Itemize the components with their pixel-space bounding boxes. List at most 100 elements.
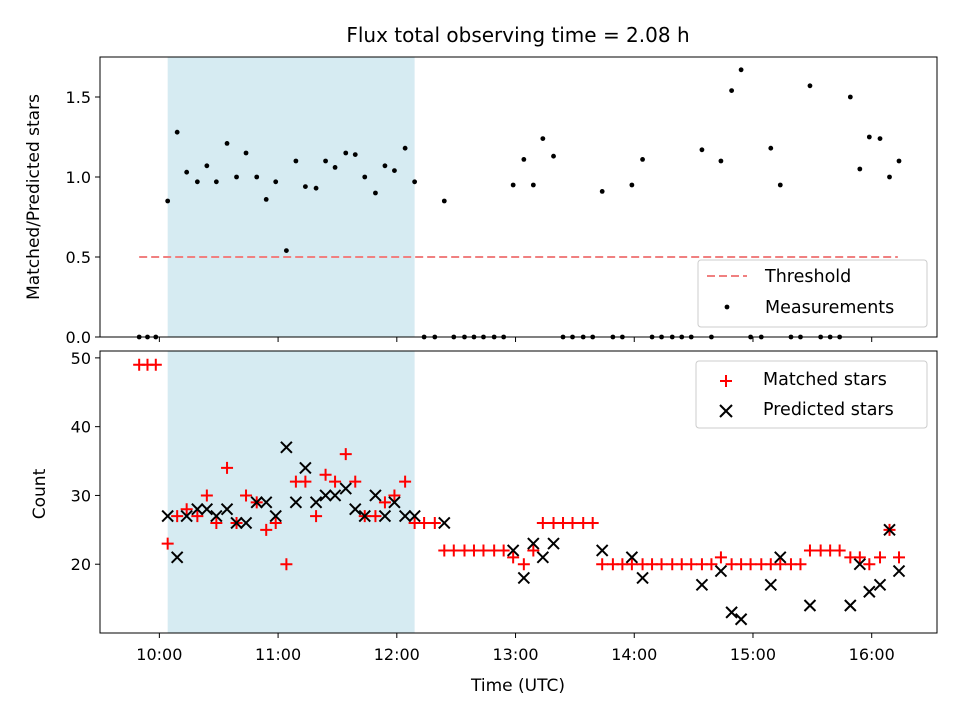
measurement-point xyxy=(194,179,200,185)
predicted-star-marker xyxy=(250,496,263,509)
matched-star-marker xyxy=(310,510,323,523)
matched-stars-points xyxy=(133,358,906,571)
measurement-point xyxy=(887,174,892,180)
x-tick-label: 16:00 xyxy=(849,645,895,664)
predicted-star-marker xyxy=(239,516,253,530)
measurement-point xyxy=(402,145,408,151)
predicted-star-marker xyxy=(200,502,214,516)
measurement-point xyxy=(263,197,269,202)
measurement-point xyxy=(213,179,219,185)
x-tick-label: 15:00 xyxy=(730,645,776,664)
measurement-point xyxy=(718,158,724,164)
matched-star-marker xyxy=(418,516,431,529)
predicted-star-marker xyxy=(161,509,174,523)
matched-star-marker xyxy=(536,516,549,529)
matched-star-marker xyxy=(794,558,807,571)
measurement-point xyxy=(807,83,813,89)
matched-star-marker xyxy=(566,516,579,529)
matched-star-marker xyxy=(399,475,412,488)
matched-star-marker xyxy=(507,551,520,564)
matched-star-marker xyxy=(853,551,866,564)
legend-matched-swatch xyxy=(720,375,732,387)
x-tick-label: 14:00 xyxy=(611,645,657,664)
legend-measurements-swatch xyxy=(724,304,730,310)
measurement-point xyxy=(343,150,349,156)
measurement-point xyxy=(302,184,308,190)
measurement-point xyxy=(877,136,883,142)
measurement-point xyxy=(234,174,239,180)
x-tick-label: 10:00 xyxy=(136,645,182,664)
count-y-tick-label: 20 xyxy=(71,555,91,574)
measurement-point xyxy=(243,150,249,156)
count-x-ticks: 10:00 11:00 12:00 13:00 14:00 15:00 16:00 xyxy=(136,633,895,664)
x-tick-label: 11:00 xyxy=(255,645,301,664)
matched-star-marker xyxy=(586,516,599,529)
matched-star-marker xyxy=(893,551,906,564)
ratio-y-tick-label: 1.0 xyxy=(66,168,91,187)
x-tick-label: 12:00 xyxy=(374,645,420,664)
ratio-x-ticks xyxy=(158,337,873,342)
matched-star-marker xyxy=(803,544,816,557)
ratio-axes-frame xyxy=(99,56,938,338)
measurement-point xyxy=(204,163,210,169)
measurement-point xyxy=(441,198,447,204)
matched-star-marker xyxy=(269,516,282,529)
matched-star-marker xyxy=(833,544,846,557)
x-tick-label: 13:00 xyxy=(492,645,538,664)
matched-star-marker xyxy=(388,489,401,502)
predicted-star-marker xyxy=(714,564,728,578)
predicted-star-marker xyxy=(408,509,421,523)
count-y-axis-label: Count xyxy=(30,468,50,519)
measurement-point xyxy=(551,153,556,159)
matched-star-marker xyxy=(497,544,510,557)
matched-star-marker xyxy=(149,358,162,371)
measurement-point xyxy=(530,182,536,188)
measurement-point xyxy=(254,174,260,180)
measurement-point xyxy=(412,179,418,185)
measurement-point xyxy=(174,129,180,135)
predicted-star-marker xyxy=(299,461,312,475)
predicted-star-marker xyxy=(309,496,323,509)
measurement-point xyxy=(510,182,516,188)
predicted-star-marker xyxy=(527,537,540,550)
measurement-point xyxy=(382,163,388,169)
measurement-point xyxy=(699,147,705,153)
legend-predicted-label: Predicted stars xyxy=(763,400,894,420)
predicted-star-marker xyxy=(853,558,867,571)
predicted-star-marker xyxy=(319,489,332,502)
measurement-point xyxy=(332,165,338,170)
measurement-point xyxy=(293,158,299,164)
matched-star-marker xyxy=(280,558,293,571)
predicted-star-marker xyxy=(517,571,531,585)
predicted-star-marker xyxy=(280,441,293,454)
predicted-star-marker xyxy=(339,482,352,495)
legend-measurements-label: Measurements xyxy=(765,298,894,318)
predicted-star-marker xyxy=(636,571,649,585)
matched-star-marker xyxy=(625,558,638,571)
predicted-star-marker xyxy=(625,551,639,564)
predicted-star-marker xyxy=(734,613,748,626)
matched-star-marker xyxy=(714,551,727,564)
matched-star-marker xyxy=(171,510,184,523)
chart-title: Flux total observing time = 2.08 h xyxy=(346,23,689,47)
predicted-star-marker xyxy=(892,564,906,578)
observing-window-shade xyxy=(167,57,415,337)
matched-star-marker xyxy=(161,537,174,550)
matched-star-marker xyxy=(477,544,490,557)
predicted-star-marker xyxy=(260,496,273,509)
matched-star-marker xyxy=(339,448,352,461)
measurement-point xyxy=(373,190,378,196)
measurement-point xyxy=(599,189,605,194)
matched-star-marker xyxy=(260,523,273,536)
measurement-point xyxy=(165,198,171,204)
matched-star-marker xyxy=(180,503,193,516)
measurement-point xyxy=(729,88,735,93)
predicted-star-marker xyxy=(506,544,520,557)
predicted-star-marker xyxy=(269,509,282,523)
predicted-star-marker xyxy=(844,599,857,612)
measurement-point xyxy=(857,166,863,172)
predicted-star-marker xyxy=(388,496,401,509)
predicted-star-marker xyxy=(289,496,303,509)
measurement-point xyxy=(768,145,774,151)
